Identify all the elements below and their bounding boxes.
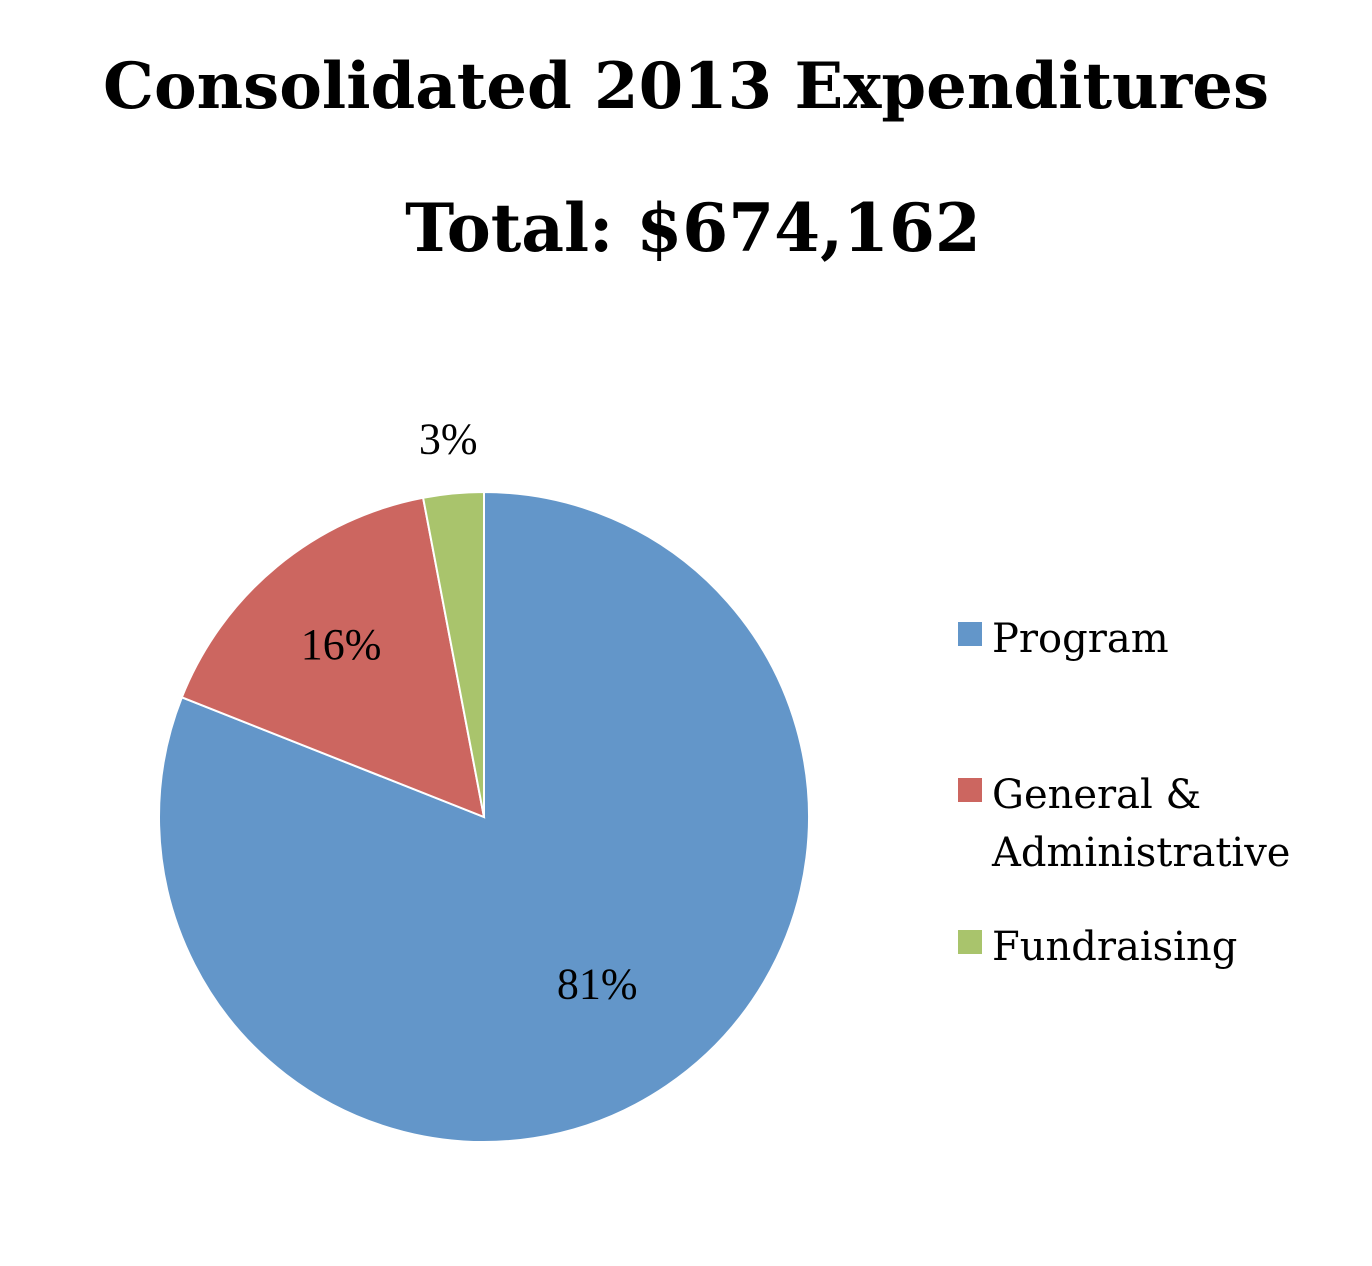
pie-slices [158, 490, 810, 1143]
legend-label-fundraising: Fundraising [992, 924, 1237, 970]
legend: Program General & Administrative Fundraisin… [958, 616, 1290, 970]
legend-swatch-general-administrative [958, 778, 982, 802]
pie-slice-general-administrative [180, 496, 486, 819]
pie-data-labels: 81% 16% 3% [301, 414, 638, 1008]
legend-label-general-administrative: General & Administrative [991, 772, 1290, 876]
data-label-general-administrative: 16% [301, 620, 382, 669]
pie-slice-fundraising [421, 490, 485, 818]
data-label-program: 81% [557, 960, 638, 1009]
data-label-fundraising: 3% [419, 414, 478, 463]
chart-subtitle: Total: $674,162 [405, 189, 981, 267]
legend-swatch-program [958, 622, 982, 646]
pie-slice-program [158, 490, 810, 1143]
legend-label-program: Program [992, 616, 1169, 662]
legend-swatch-fundraising [958, 930, 982, 954]
chart-title: Consolidated 2013 Expenditures [103, 49, 1269, 124]
